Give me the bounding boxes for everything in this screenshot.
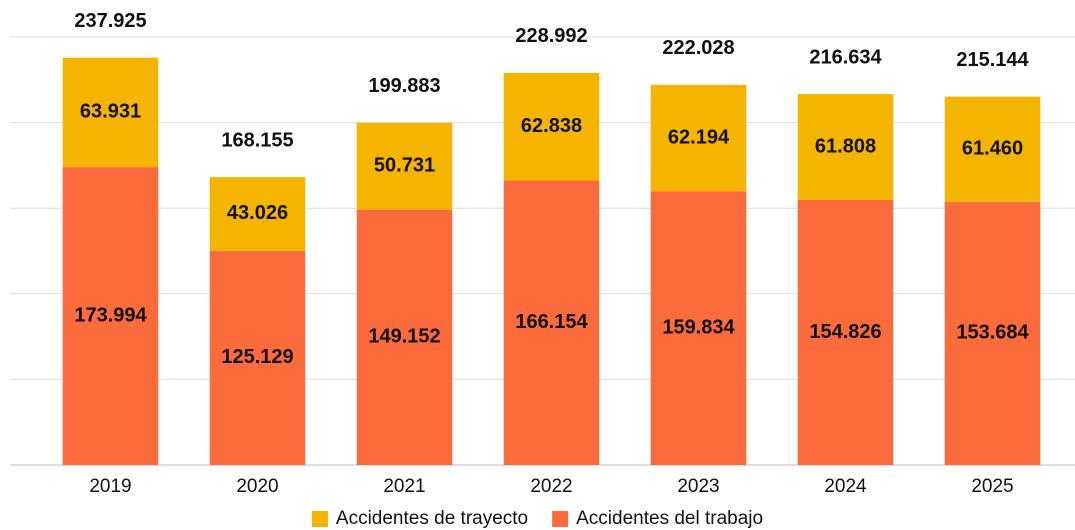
value-label: 61.460 bbox=[962, 138, 1023, 160]
value-label: 63.931 bbox=[80, 101, 141, 123]
bar-segment bbox=[797, 94, 894, 200]
total-label: 222.028 bbox=[662, 37, 734, 59]
x-tick-label: 2021 bbox=[383, 476, 425, 497]
bar-segment bbox=[944, 96, 1041, 202]
legend-label: Accidentes del trabajo bbox=[576, 508, 763, 529]
bar-segment bbox=[209, 250, 306, 465]
value-label: 154.826 bbox=[809, 321, 881, 343]
bar-segment bbox=[503, 180, 600, 465]
value-label: 125.129 bbox=[221, 346, 293, 368]
bar-segment bbox=[62, 167, 159, 466]
value-label: 153.684 bbox=[956, 322, 1029, 344]
x-tick-label: 2022 bbox=[530, 476, 572, 497]
bar-segment bbox=[944, 201, 1041, 465]
legend-swatch bbox=[311, 511, 328, 527]
bar-segment bbox=[797, 199, 894, 466]
total-label: 216.634 bbox=[809, 46, 882, 68]
bar-segment bbox=[356, 209, 453, 465]
total-label: 168.155 bbox=[221, 129, 293, 151]
legend-swatch bbox=[552, 511, 569, 527]
total-label: 199.883 bbox=[368, 75, 440, 97]
legend-item: Accidentes del trabajo bbox=[552, 508, 763, 529]
total-label: 237.925 bbox=[74, 10, 146, 32]
value-label: 50.731 bbox=[374, 155, 435, 177]
value-label: 62.838 bbox=[521, 115, 582, 137]
bar-segment bbox=[356, 122, 453, 210]
x-tick-label: 2024 bbox=[824, 476, 867, 497]
value-label: 61.808 bbox=[815, 135, 876, 157]
bar-segment bbox=[62, 57, 159, 168]
bar-segment bbox=[503, 72, 600, 181]
total-label: 228.992 bbox=[515, 25, 587, 47]
legend-label: Accidentes de trayecto bbox=[336, 508, 528, 529]
x-tick-label: 2020 bbox=[236, 476, 278, 497]
value-label: 173.994 bbox=[74, 304, 147, 326]
bar-segment bbox=[650, 84, 747, 192]
bar-segment bbox=[650, 191, 747, 465]
value-label: 43.026 bbox=[227, 202, 288, 224]
total-label: 215.144 bbox=[956, 49, 1029, 71]
value-label: 62.194 bbox=[668, 126, 730, 148]
x-tick-label: 2019 bbox=[89, 476, 131, 497]
x-tick-label: 2025 bbox=[971, 476, 1013, 497]
value-label: 166.154 bbox=[515, 311, 588, 333]
value-label: 159.834 bbox=[662, 316, 735, 338]
bar-segment bbox=[209, 177, 306, 251]
x-tick-label: 2023 bbox=[677, 476, 719, 497]
value-label: 149.152 bbox=[368, 326, 440, 348]
legend-item: Accidentes de trayecto bbox=[311, 508, 528, 529]
